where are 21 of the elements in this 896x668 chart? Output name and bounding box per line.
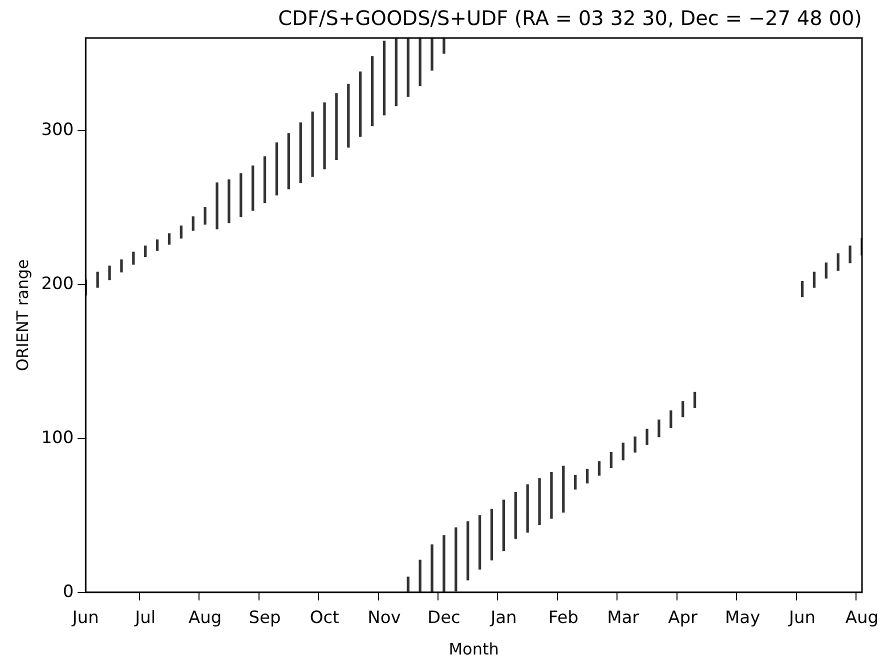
x-tick-label: Dec	[428, 608, 460, 628]
x-tick-label: Jan	[490, 608, 517, 628]
chart-title: CDF/S+GOODS/S+UDF (RA = 03 32 30, Dec = −27 48 00)	[278, 6, 862, 30]
y-axis-title: ORIENT range	[12, 259, 32, 372]
x-axis-title: Month	[448, 640, 499, 659]
x-tick-label: Aug	[188, 608, 222, 628]
y-tick-label: 100	[41, 428, 74, 448]
y-tick-label: 300	[41, 120, 74, 140]
x-tick-label: Jun	[71, 608, 99, 628]
y-tick-label: 200	[41, 274, 74, 294]
x-tick-label: Nov	[368, 608, 401, 628]
y-tick-label: 0	[62, 582, 74, 602]
x-tick-label: Oct	[310, 608, 340, 628]
x-tick-label: Jul	[134, 608, 156, 628]
x-tick-label: May	[724, 608, 760, 628]
x-tick-label: Apr	[668, 608, 698, 628]
x-tick-label: Sep	[248, 608, 281, 628]
x-tick-label: Aug	[845, 608, 879, 628]
x-tick-label: Mar	[607, 608, 640, 628]
x-tick-label: Feb	[548, 608, 578, 628]
x-tick-label: Jun	[788, 608, 816, 628]
